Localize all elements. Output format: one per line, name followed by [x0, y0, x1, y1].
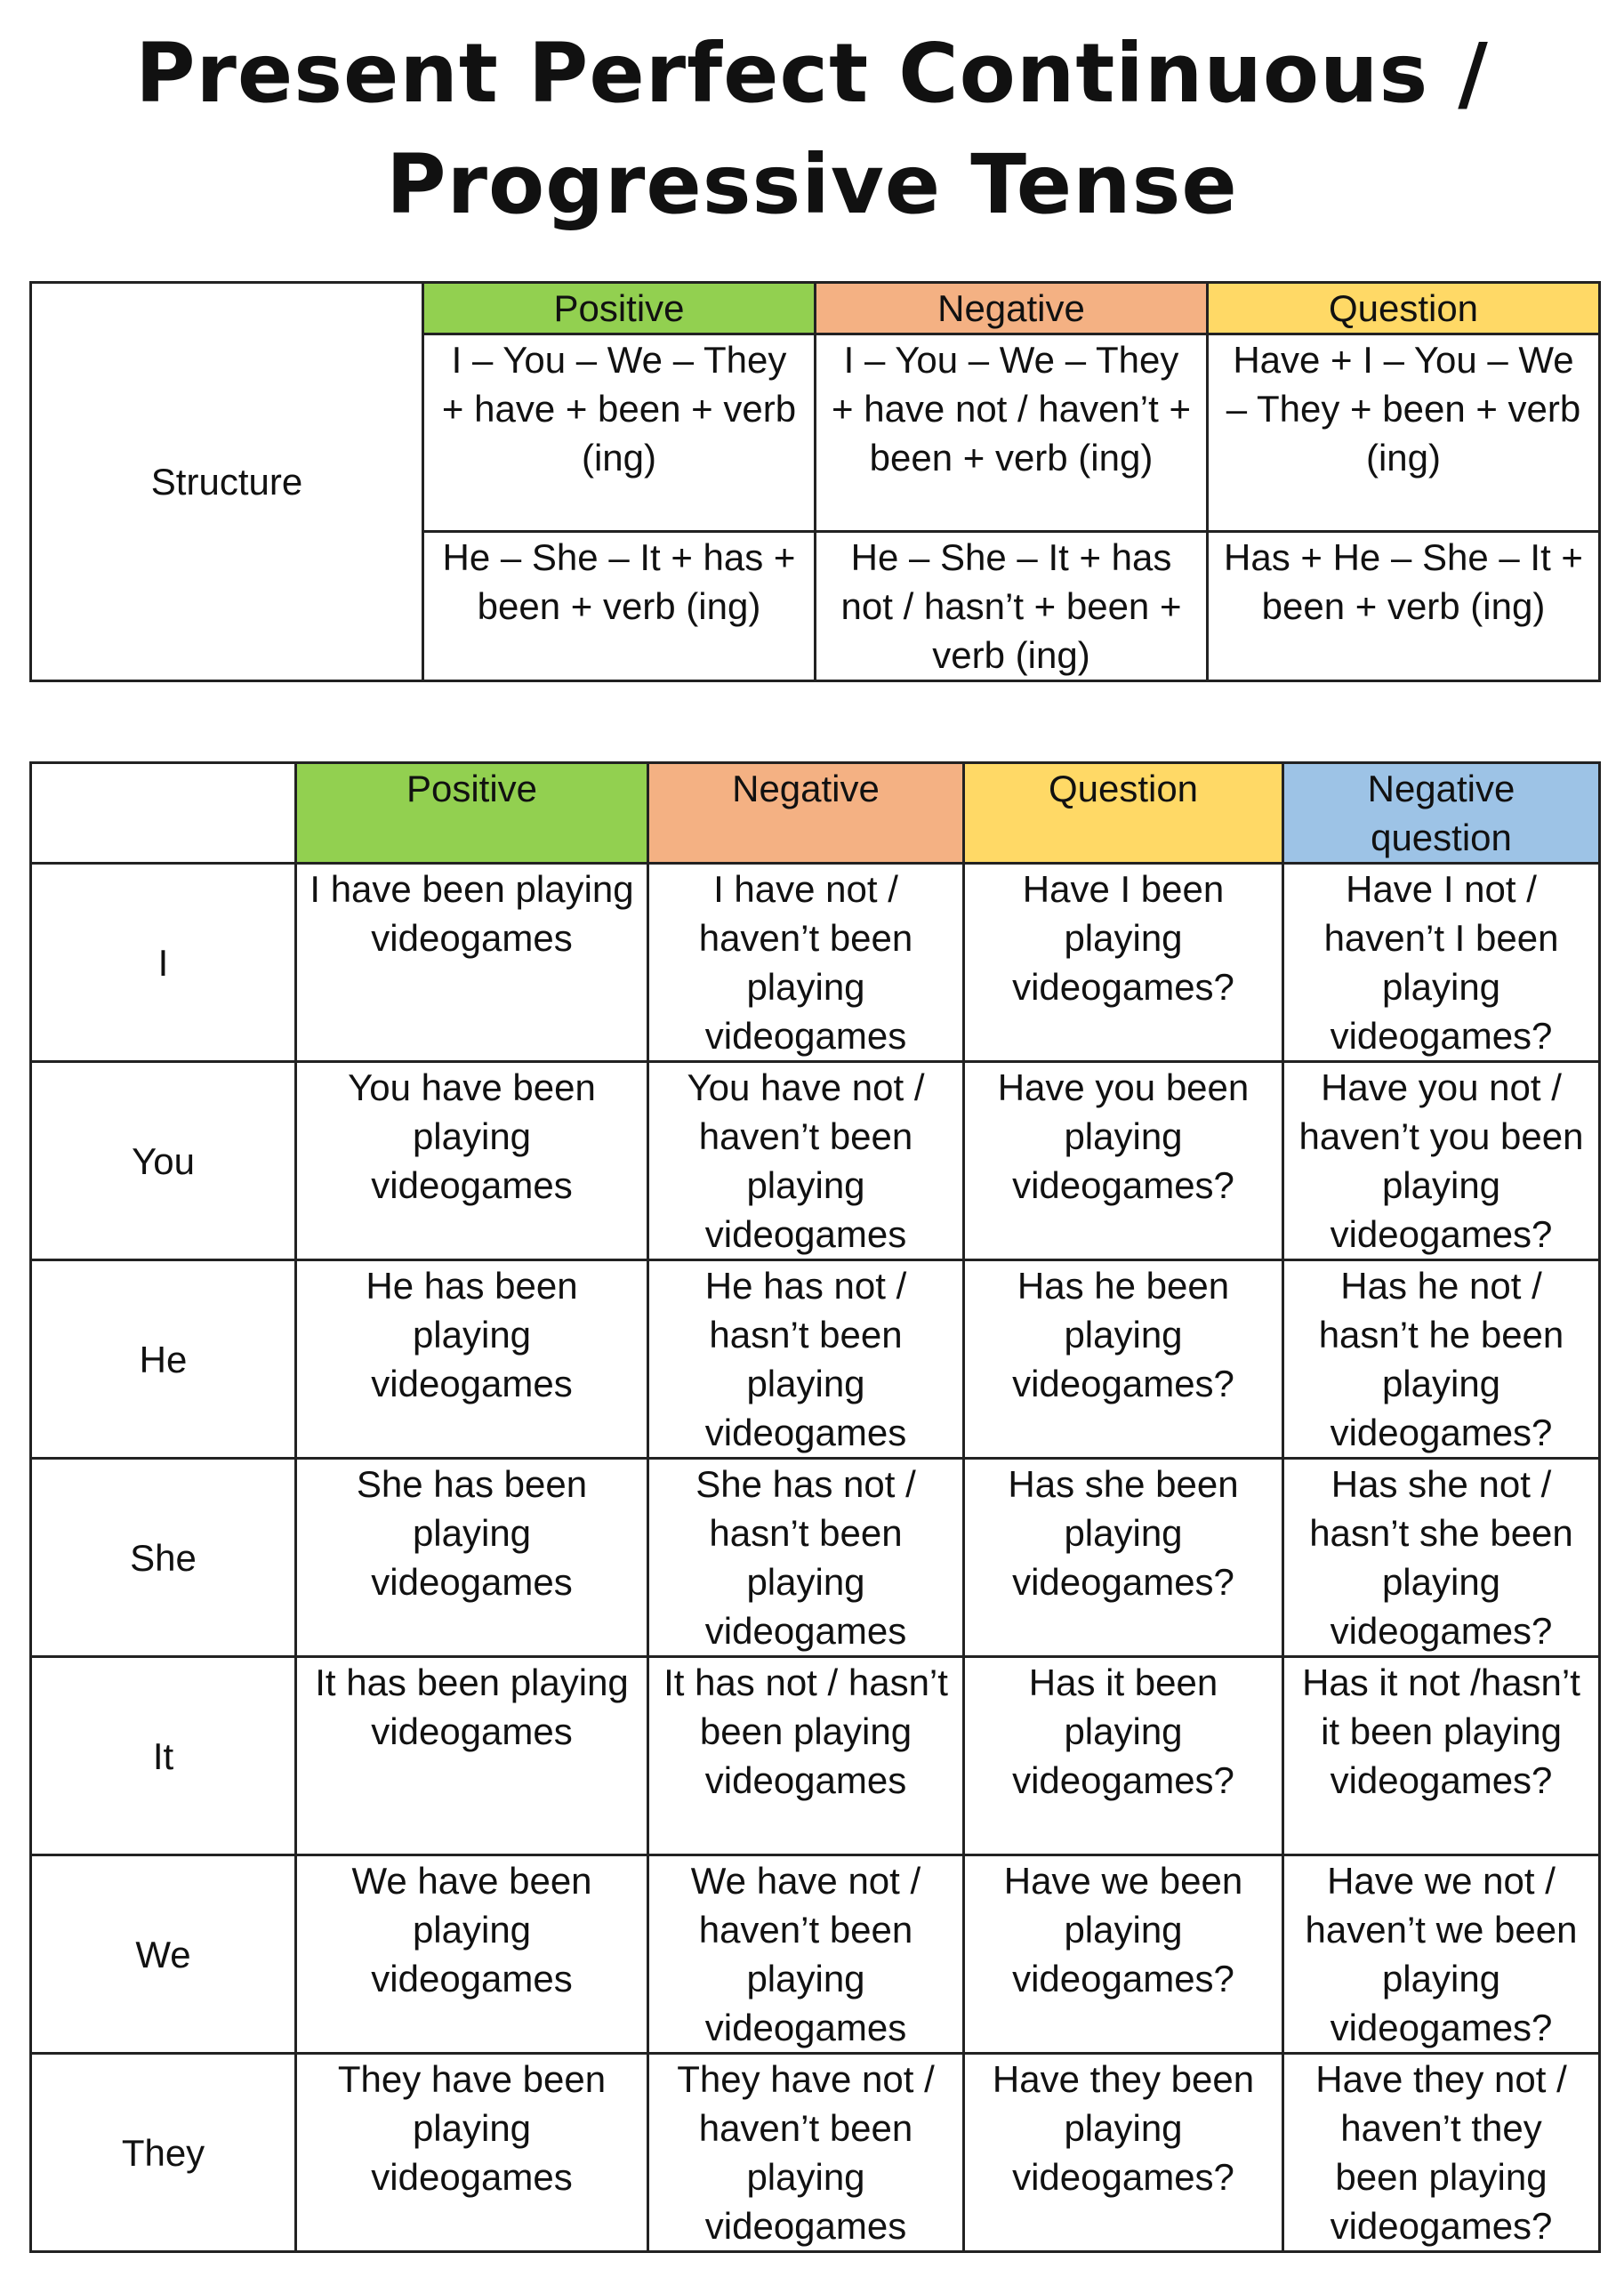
structure-header-row: Structure Positive Negative Question — [29, 281, 1601, 682]
sentence-cell: They have not / haven’t been playing vid… — [647, 2052, 965, 2253]
sentence-cell: Has she been playing videogames? — [962, 1457, 1284, 1658]
subject-cell: They — [29, 2052, 297, 2253]
sentence-cell: Have they not / haven’t they been playin… — [1282, 2052, 1601, 2253]
sentence-cell: Has it been playing videogames? — [962, 1655, 1284, 1856]
subject-cell: He — [29, 1259, 297, 1460]
sentence-cell: Has it not /hasn’t it been playing video… — [1282, 1655, 1601, 1856]
header-negative: Negative — [814, 281, 1209, 335]
sentence-cell: Have we been playing videogames? — [962, 1854, 1284, 2055]
header-negative: Negative — [647, 761, 965, 865]
subject-cell: You — [29, 1060, 297, 1261]
subject-cell: We — [29, 1854, 297, 2055]
sentence-cell: We have not / haven’t been playing video… — [647, 1854, 965, 2055]
corner-cell — [29, 761, 297, 865]
header-positive: Positive — [294, 761, 649, 865]
sentence-cell: It has been playing videogames — [294, 1655, 649, 1856]
sentence-cell: Have you been playing videogames? — [962, 1060, 1284, 1261]
conjugation-header-row: Positive Negative Question Negative ques… — [29, 761, 1601, 865]
sentence-cell: Have I been playing videogames? — [962, 862, 1284, 1063]
sentence-cell: Have you not / haven’t you been playing … — [1282, 1060, 1601, 1261]
sentence-cell: We have been playing videogames — [294, 1854, 649, 2055]
sentence-cell: I have been playing videogames — [294, 862, 649, 1063]
sentence-cell: Has he not / hasn’t he been playing vide… — [1282, 1259, 1601, 1460]
sentence-cell: He has not / hasn’t been playing videoga… — [647, 1259, 965, 1460]
table-row: It It has been playing videogames It has n… — [29, 1655, 1601, 1856]
structure-cell: He – She – It + has + been + verb (ing) — [422, 530, 816, 682]
structure-cell: Has + He – She – It + been + verb (ing) — [1206, 530, 1601, 682]
structure-cell: He – She – It + has not / hasn’t + been … — [814, 530, 1209, 682]
subject-cell: It — [29, 1655, 297, 1856]
sentence-cell: I have not / haven’t been playing videog… — [647, 862, 965, 1063]
conjugation-table: Positive Negative Question Negative ques… — [29, 761, 1601, 2253]
sentence-cell: Have I not / haven’t I been playing vide… — [1282, 862, 1601, 1063]
sentence-cell: You have been playing videogames — [294, 1060, 649, 1261]
header-question: Question — [962, 761, 1284, 865]
page-title: Present Perfect Continuous / Progressive… — [135, 26, 1489, 232]
sentence-cell: She has been playing videogames — [294, 1457, 649, 1658]
sentence-cell: Have we not / haven’t we been playing vi… — [1282, 1854, 1601, 2055]
structure-row-plural: I – You – We – They + have + been + verb… — [31, 333, 1601, 533]
subject-cell: I — [29, 862, 297, 1063]
sentence-cell: Has she not / hasn’t she been playing vi… — [1282, 1457, 1601, 1658]
header-negative-question: Negative question — [1282, 761, 1601, 865]
structure-label: Structure — [29, 281, 424, 682]
structure-table: Structure Positive Negative Question I –… — [29, 281, 1601, 682]
table-row: She She has been playing videogames She ha… — [29, 1457, 1601, 1658]
sentence-cell: It has not / hasn’t been playing videoga… — [647, 1655, 965, 1856]
subject-cell: She — [29, 1457, 297, 1658]
sentence-cell: They have been playing videogames — [294, 2052, 649, 2253]
sentence-cell: Have they been playing videogames? — [962, 2052, 1284, 2253]
structure-cell: I – You – We – They + have + been + verb… — [422, 333, 816, 533]
structure-cell: Have + I – You – We – They + been + verb… — [1206, 333, 1601, 533]
sentence-cell: He has been playing videogames — [294, 1259, 649, 1460]
header-positive: Positive — [422, 281, 816, 335]
table-row: They They have been playing videogames The… — [29, 2052, 1601, 2253]
sentence-cell: You have not / haven’t been playing vide… — [647, 1060, 965, 1261]
header-question: Question — [1206, 281, 1601, 335]
structure-row-singular: He – She – It + has + been + verb (ing) … — [31, 530, 1601, 682]
table-row: He He has been playing videogames He has n… — [29, 1259, 1601, 1460]
structure-cell: I – You – We – They + have not / haven’t… — [814, 333, 1209, 533]
sentence-cell: She has not / hasn’t been playing videog… — [647, 1457, 965, 1658]
sentence-cell: Has he been playing videogames? — [962, 1259, 1284, 1460]
table-row: You You have been playing videogames You h… — [29, 1060, 1601, 1261]
table-row: We We have been playing videogames We have… — [29, 1854, 1601, 2055]
